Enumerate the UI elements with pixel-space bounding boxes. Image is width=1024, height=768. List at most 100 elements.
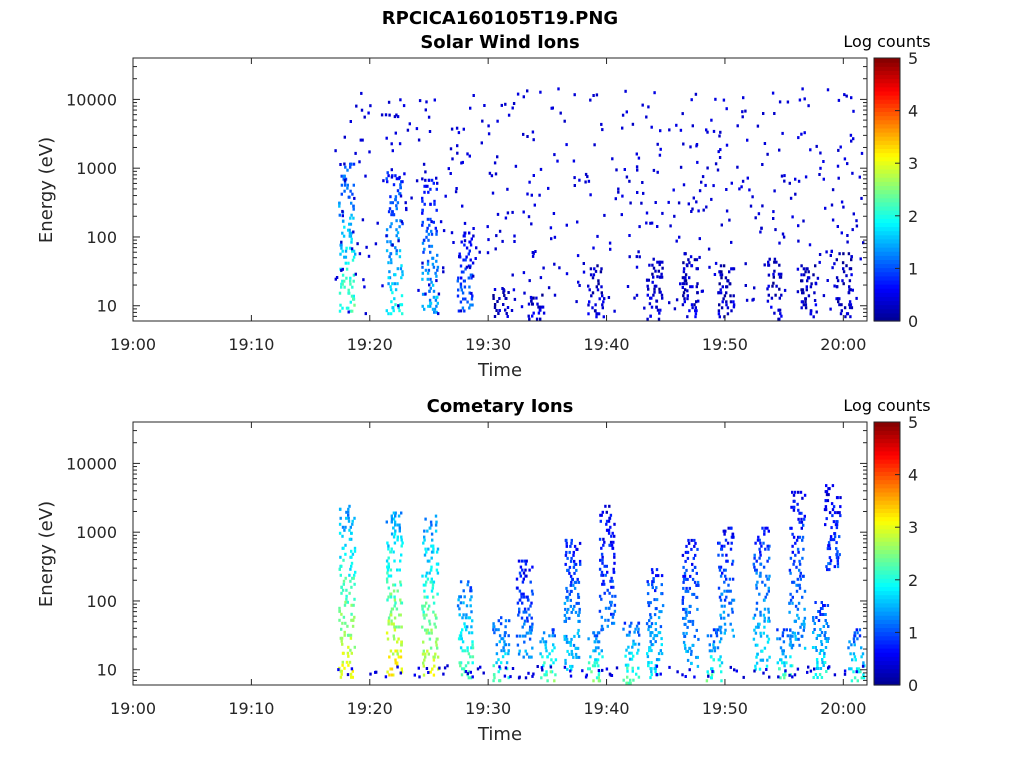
noise-cell [456, 151, 459, 155]
heatmap-cell [430, 628, 433, 632]
heatmap-cell [720, 616, 723, 620]
heatmap-cell [791, 601, 794, 605]
heatmap-cell [603, 582, 606, 586]
heatmap-cell [597, 312, 601, 316]
colorbar-swatch [874, 458, 900, 464]
heatmap-cell [429, 187, 432, 191]
heatmap-cell [766, 299, 770, 303]
heatmap-cell [757, 535, 760, 539]
heatmap-cell [457, 276, 460, 280]
heatmap-cell [803, 622, 806, 626]
noise-cell [831, 266, 834, 270]
heatmap-cell [435, 637, 438, 641]
heatmap-cell [602, 537, 605, 541]
colorbar-swatch [874, 210, 900, 215]
heatmap-cell [828, 511, 832, 515]
heatmap-cell [755, 586, 758, 590]
heatmap-cell [393, 616, 397, 620]
heatmap-cell [471, 640, 474, 644]
heatmap-cell [340, 174, 343, 178]
heatmap-cell [342, 558, 345, 562]
heatmap-cell [421, 196, 424, 200]
noise-cell [478, 250, 481, 254]
heatmap-cell [789, 655, 792, 659]
heatmap-cell [470, 595, 473, 599]
noise-cell [466, 672, 469, 676]
noise-cell [438, 666, 441, 670]
heatmap-cell [655, 634, 659, 638]
heatmap-cell [353, 573, 356, 577]
heatmap-cell [497, 658, 500, 662]
colorbar-swatch [874, 238, 900, 244]
heatmap-cell [344, 525, 347, 529]
heatmap-cell [544, 643, 547, 647]
colorbar-tick-label: 5 [908, 413, 918, 432]
heatmap-cell [766, 544, 769, 548]
noise-cell [855, 224, 859, 228]
heatmap-cell [610, 543, 614, 547]
noise-cell [442, 672, 445, 676]
heatmap-cell [609, 513, 613, 517]
heatmap-cell [435, 568, 439, 572]
noise-cell [542, 266, 545, 270]
noise-cell [637, 156, 641, 160]
heatmap-cell [426, 649, 429, 653]
heatmap-cell [823, 634, 826, 637]
noise-cell [751, 195, 754, 199]
heatmap-cell [421, 574, 424, 578]
heatmap-cell [527, 631, 530, 635]
heatmap-cell [826, 547, 830, 551]
heatmap-cell [752, 562, 755, 566]
noise-cell [361, 138, 364, 142]
heatmap-cell [422, 640, 425, 644]
heatmap-cell [862, 661, 865, 665]
heatmap-cell [692, 592, 696, 596]
heatmap-cell [802, 619, 806, 623]
heatmap-cell [501, 637, 505, 641]
heatmap-cell [424, 583, 427, 587]
heatmap-cell [431, 256, 434, 260]
heatmap-cell [520, 595, 523, 599]
noise-cell [615, 666, 619, 670]
heatmap-cell [504, 631, 507, 635]
heatmap-cell [613, 561, 616, 565]
noise-cell [741, 110, 744, 114]
heatmap-cell [426, 559, 430, 563]
heatmap-cell [467, 276, 470, 280]
heatmap-cell [724, 276, 728, 280]
heatmap-cell [627, 645, 630, 649]
heatmap-cell [338, 606, 341, 610]
heatmap-cell [660, 583, 663, 587]
heatmap-cell [468, 249, 471, 253]
heatmap-cell [684, 559, 687, 563]
heatmap-cell [611, 594, 614, 598]
heatmap-cell [689, 619, 692, 623]
heatmap-cell [471, 261, 475, 265]
heatmap-cell [597, 640, 601, 644]
heatmap-cell [525, 574, 528, 578]
heatmap-cell [471, 619, 474, 623]
heatmap-cell [800, 622, 804, 626]
heatmap-cell [649, 676, 652, 680]
heatmap-cell [687, 610, 690, 614]
heatmap-cell [595, 634, 599, 638]
heatmap-cell [607, 519, 611, 523]
noise-cell [631, 122, 635, 126]
heatmap-cell [352, 207, 355, 211]
heatmap-cell [431, 538, 434, 542]
heatmap-cell [551, 631, 555, 635]
heatmap-cell [602, 579, 605, 583]
heatmap-cell [434, 523, 438, 527]
panel-title: Cometary Ions [427, 396, 574, 417]
heatmap-cell [471, 303, 474, 307]
noise-cell [679, 128, 683, 132]
heatmap-cell [459, 300, 463, 304]
heatmap-cell [803, 607, 806, 611]
heatmap-cell [459, 601, 463, 605]
heatmap-cell [836, 562, 840, 566]
heatmap-cell [857, 670, 860, 674]
heatmap-cell [630, 651, 633, 655]
colorbar-swatch [874, 284, 900, 289]
heatmap-cell [796, 502, 799, 506]
noise-cell [456, 144, 459, 148]
